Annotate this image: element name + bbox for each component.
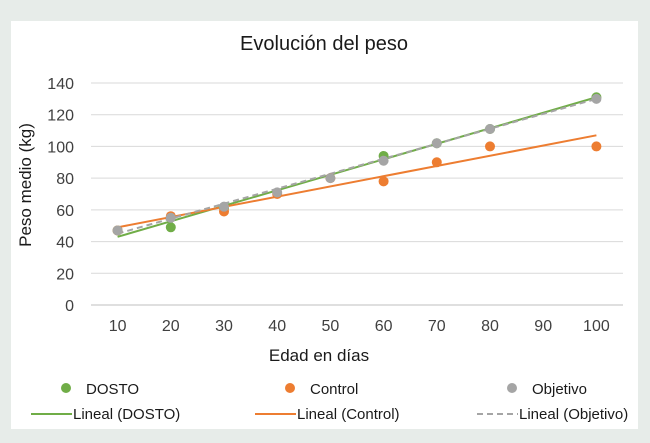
legend-label: Control — [310, 381, 358, 398]
trendline — [117, 97, 597, 235]
data-point — [591, 141, 602, 152]
y-tick-label: 20 — [56, 266, 74, 283]
data-point — [378, 155, 389, 166]
y-tick-label: 60 — [56, 203, 74, 220]
legend-marker — [285, 383, 295, 393]
data-point — [485, 123, 495, 134]
x-tick-label: 90 — [534, 318, 552, 335]
data-point — [325, 173, 336, 184]
y-tick-label: 120 — [47, 108, 74, 125]
trendline-layer — [117, 96, 597, 238]
x-tick-label: 70 — [428, 318, 446, 335]
y-tick-label: 80 — [56, 171, 74, 188]
x-tick-label: 60 — [375, 318, 393, 335]
data-point — [378, 176, 389, 187]
y-tick-label: 0 — [65, 298, 74, 315]
data-point — [431, 157, 442, 168]
x-tick-label: 80 — [481, 318, 499, 335]
y-tick-label: 40 — [56, 235, 74, 252]
tick-layer: 0 20 40 60 80 100 120 140 10 20 30 40 50 60 70 80 90 100 — [47, 76, 610, 335]
data-point — [219, 201, 229, 212]
legend-label: Objetivo — [532, 381, 587, 398]
y-axis-title: Peso medio (kg) — [16, 123, 35, 247]
data-point — [431, 138, 442, 149]
data-point — [591, 93, 602, 104]
x-tick-label: 20 — [162, 318, 180, 335]
legend-marker — [61, 383, 71, 393]
x-tick-label: 40 — [268, 318, 286, 335]
x-tick-label: 100 — [583, 318, 610, 335]
legend-label: Lineal (DOSTO) — [73, 406, 180, 423]
data-point — [165, 212, 176, 223]
y-tick-label: 100 — [47, 139, 74, 156]
x-tick-label: 50 — [322, 318, 340, 335]
x-tick-label: 30 — [215, 318, 233, 335]
data-point — [272, 187, 283, 198]
legend: DOSTO Control Objetivo Lineal (DOSTO) Lineal… — [31, 381, 628, 423]
chart-title: Evolución del peso — [240, 33, 408, 55]
data-point — [485, 141, 495, 152]
y-tick-label: 140 — [47, 76, 74, 93]
x-tick-label: 10 — [109, 318, 127, 335]
data-point — [165, 222, 176, 233]
legend-label: Lineal (Control) — [297, 406, 400, 423]
legend-label: DOSTO — [86, 381, 139, 398]
point-layer — [112, 92, 602, 236]
data-point — [112, 225, 123, 236]
legend-label: Lineal (Objetivo) — [519, 406, 628, 423]
chart-svg: Evolución del peso 0 20 40 60 80 100 120 140 10 2… — [16, 33, 628, 423]
x-axis-title: Edad en días — [269, 346, 369, 365]
legend-marker — [507, 383, 517, 393]
chart-card: Evolución del peso 0 20 40 60 80 100 120 140 10 2… — [11, 21, 638, 429]
grid-layer — [91, 82, 623, 306]
